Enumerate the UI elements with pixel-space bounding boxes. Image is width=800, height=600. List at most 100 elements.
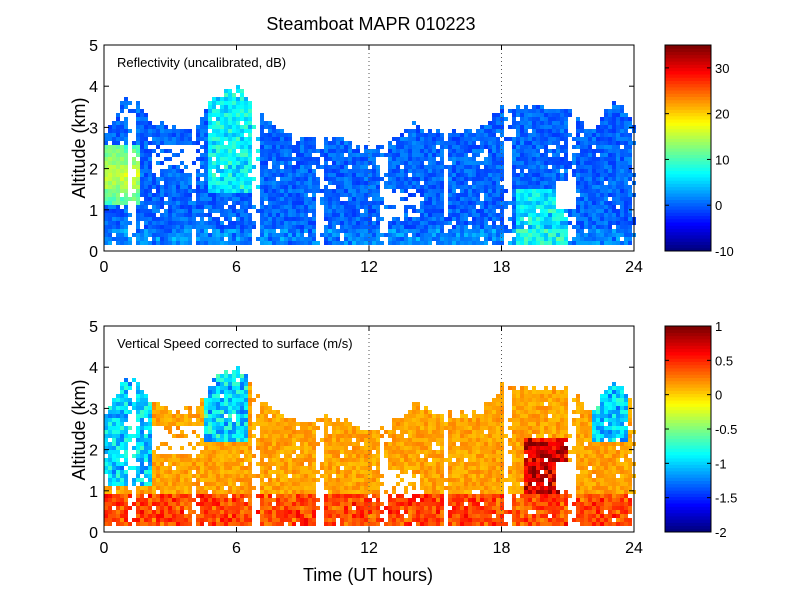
heatmap-cell (492, 125, 496, 129)
heatmap-cell (156, 458, 160, 462)
heatmap-cell (196, 406, 200, 410)
heatmap-cell (344, 241, 348, 245)
heatmap-cell (276, 418, 280, 422)
heatmap-cell (280, 418, 284, 422)
heatmap-cell (140, 422, 144, 426)
heatmap-cell (176, 518, 180, 522)
heatmap-cell (184, 406, 188, 410)
heatmap-cell (472, 165, 476, 169)
heatmap-cell (616, 153, 620, 157)
heatmap-cell (244, 470, 248, 474)
heatmap-cell (152, 181, 156, 185)
heatmap-cell (248, 161, 252, 165)
heatmap-cell (224, 462, 228, 466)
heatmap-cell (236, 129, 240, 133)
heatmap-cell (228, 506, 232, 510)
heatmap-cell (484, 141, 488, 145)
heatmap-cell (540, 217, 544, 221)
heatmap-cell (176, 237, 180, 241)
heatmap-cell (260, 518, 264, 522)
heatmap-cell (308, 197, 312, 201)
heatmap-cell (168, 169, 172, 173)
heatmap-cell (520, 217, 524, 221)
heatmap-cell (144, 205, 148, 209)
heatmap-cell (340, 221, 344, 225)
heatmap-cell (168, 522, 172, 526)
heatmap-cell (544, 233, 548, 237)
heatmap-cell (620, 201, 624, 205)
heatmap-cell (212, 189, 216, 193)
heatmap-cell (524, 117, 528, 121)
heatmap-cell (236, 137, 240, 141)
heatmap-cell (116, 430, 120, 434)
heatmap-cell (480, 213, 484, 217)
heatmap-cell (224, 390, 228, 394)
heatmap-cell (284, 470, 288, 474)
heatmap-cell (256, 510, 260, 514)
heatmap-cell (224, 382, 228, 386)
heatmap-cell (232, 422, 236, 426)
heatmap-cell (144, 157, 148, 161)
heatmap-cell (472, 133, 476, 137)
heatmap-cell (352, 153, 356, 157)
heatmap-cell (476, 185, 480, 189)
heatmap-cell (560, 157, 564, 161)
heatmap-cell (156, 510, 160, 514)
heatmap-cell (120, 225, 124, 229)
heatmap-cell (196, 486, 200, 490)
heatmap-cell (464, 233, 468, 237)
heatmap-cell (612, 197, 616, 201)
heatmap-cell (288, 494, 292, 498)
heatmap-cell (600, 185, 604, 189)
heatmap-cell (120, 474, 124, 478)
heatmap-cell (260, 205, 264, 209)
heatmap-cell (544, 181, 548, 185)
heatmap-cell (212, 233, 216, 237)
heatmap-cell (440, 157, 444, 161)
heatmap-cell (588, 153, 592, 157)
heatmap-cell (328, 213, 332, 217)
heatmap-cell (512, 193, 516, 197)
heatmap-cell (260, 458, 264, 462)
heatmap-cell (436, 209, 440, 213)
heatmap-cell (300, 161, 304, 165)
heatmap-cell (280, 506, 284, 510)
heatmap-cell (244, 177, 248, 181)
heatmap-cell (416, 241, 420, 245)
heatmap-cell (204, 486, 208, 490)
heatmap-cell (252, 422, 256, 426)
heatmap-cell (624, 141, 628, 145)
heatmap-cell (340, 145, 344, 149)
heatmap-cell (148, 402, 152, 406)
heatmap-cell (292, 470, 296, 474)
heatmap-cell (160, 518, 164, 522)
heatmap-cell (324, 237, 328, 241)
heatmap-cell (232, 221, 236, 225)
heatmap-cell (548, 157, 552, 161)
heatmap-cell (136, 169, 140, 173)
heatmap-cell (164, 466, 168, 470)
heatmap-cell (196, 474, 200, 478)
heatmap-cell (112, 410, 116, 414)
heatmap-cell (544, 125, 548, 129)
heatmap-cell (148, 181, 152, 185)
y-tick-label: 1 (89, 203, 98, 220)
heatmap-cell (524, 205, 528, 209)
heatmap-cell (204, 426, 208, 430)
heatmap-cell (260, 221, 264, 225)
heatmap-cell (496, 197, 500, 201)
heatmap-cell (160, 189, 164, 193)
heatmap-cell (184, 458, 188, 462)
heatmap-cell (236, 366, 240, 370)
heatmap-cell (244, 522, 248, 526)
heatmap-cell (264, 233, 268, 237)
heatmap-cell (540, 165, 544, 169)
heatmap-cell (388, 149, 392, 153)
heatmap-cell (424, 153, 428, 157)
heatmap-cell (616, 113, 620, 117)
heatmap-cell (232, 446, 236, 450)
heatmap-cell (552, 185, 556, 189)
heatmap-cell (116, 185, 120, 189)
heatmap-cell (532, 129, 536, 133)
colorbar-tick-label: 0 (715, 198, 722, 213)
